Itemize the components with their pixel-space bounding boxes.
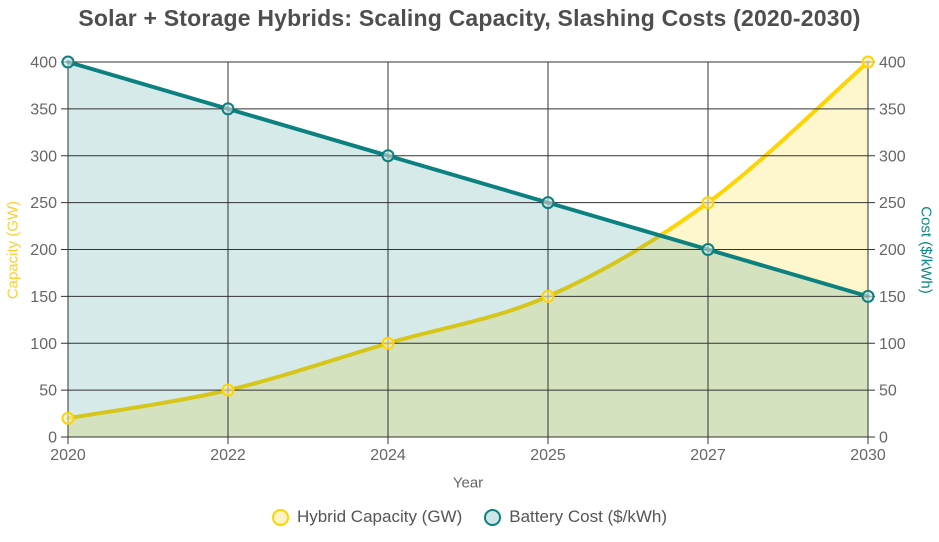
chart-title: Solar + Storage Hybrids: Scaling Capacit… <box>78 5 861 31</box>
legend-marker-icon <box>484 508 502 526</box>
y-tick-label-left: 150 <box>30 289 57 306</box>
data-point-marker-1 <box>861 289 875 303</box>
x-tick-label: 2027 <box>690 447 726 464</box>
y-tick-label-left: 200 <box>30 242 57 259</box>
data-point-marker-0 <box>221 383 235 397</box>
legend-marker-icon <box>271 508 289 526</box>
y-tick-label-right: 150 <box>879 289 906 306</box>
y-tick-label-right: 0 <box>879 430 888 447</box>
data-point-marker-0 <box>701 196 715 210</box>
data-point-marker-0 <box>861 55 875 69</box>
y-tick-label-left: 0 <box>48 430 57 447</box>
y-tick-label-right: 200 <box>879 242 906 259</box>
data-point-marker-0 <box>541 289 555 303</box>
x-tick-label: 2025 <box>530 447 566 464</box>
data-point-marker-1 <box>701 243 715 256</box>
right-axis-title: Cost ($/kWh) <box>917 206 935 294</box>
legend: Hybrid Capacity (GW) Battery Cost ($/kWh) <box>0 507 939 527</box>
y-tick-label-left: 50 <box>39 383 57 400</box>
y-tick-label-right: 300 <box>879 148 906 165</box>
x-tick-label: 2030 <box>850 447 886 464</box>
y-tick-label-left: 300 <box>30 148 57 165</box>
left-axis-title: Capacity (GW) <box>4 200 22 300</box>
series-line-0 <box>66 60 870 421</box>
data-point-marker-1 <box>541 196 555 210</box>
data-point-marker-0 <box>381 336 395 350</box>
data-point-marker-0 <box>61 411 75 425</box>
y-tick-label-left: 350 <box>30 101 57 118</box>
legend-label: Battery Cost ($/kWh) <box>509 507 668 526</box>
y-tick-label-right: 400 <box>879 55 906 72</box>
x-tick-label: 2024 <box>370 447 406 464</box>
y-tick-label-right: 350 <box>879 101 906 118</box>
y-tick-label-left: 100 <box>30 336 57 353</box>
series-line-1 <box>66 60 870 299</box>
y-tick-label-left: 250 <box>30 195 57 212</box>
legend-item-1[interactable]: Battery Cost ($/kWh) <box>484 507 667 527</box>
x-tick-label: 2020 <box>50 447 86 464</box>
x-tick-label: 2022 <box>210 447 246 464</box>
legend-label: Hybrid Capacity (GW) <box>296 507 463 526</box>
data-point-marker-1 <box>61 55 75 69</box>
y-tick-label-right: 50 <box>879 383 897 400</box>
x-axis-title: Year <box>452 474 484 492</box>
y-tick-label-left: 400 <box>30 55 57 72</box>
data-point-marker-1 <box>381 149 395 163</box>
y-tick-label-right: 250 <box>879 195 906 212</box>
chart-canvas[interactable]: 0 0 50 50 100 100 150 150 200 200 250 250 300 300 350 3… <box>0 0 939 505</box>
data-point-marker-1 <box>221 102 235 116</box>
legend-item-0[interactable]: Hybrid Capacity (GW) <box>271 507 463 527</box>
y-tick-label-right: 100 <box>879 336 906 353</box>
